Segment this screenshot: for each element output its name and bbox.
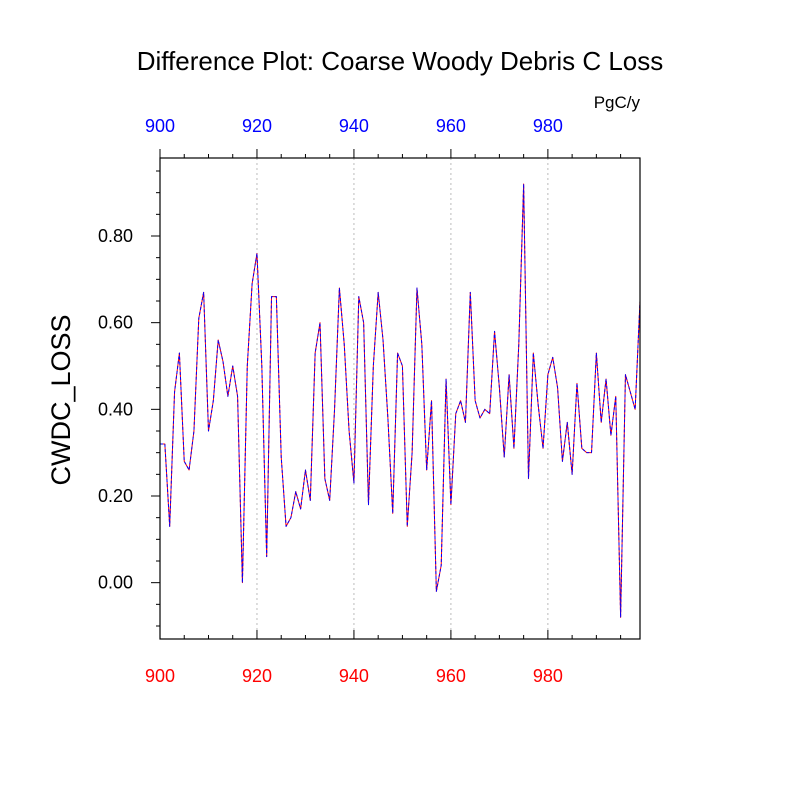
x-tick-label: 960 bbox=[436, 666, 466, 686]
chart-title: Difference Plot: Coarse Woody Debris C L… bbox=[137, 46, 664, 76]
y-tick-label: 0.60 bbox=[98, 313, 133, 333]
x-tick-label: 980 bbox=[533, 666, 563, 686]
top-x-tick-label: 960 bbox=[436, 116, 466, 136]
y-axis-label: CWDC_LOSS bbox=[46, 314, 76, 485]
series-layer bbox=[160, 183, 641, 618]
top-x-tick-label: 920 bbox=[242, 116, 272, 136]
x-tick-label: 900 bbox=[145, 666, 175, 686]
x-tick-label: 920 bbox=[242, 666, 272, 686]
y-tick-label: 0.40 bbox=[98, 399, 133, 419]
y-tick-label: 0.20 bbox=[98, 486, 133, 506]
x-tick-label: 940 bbox=[339, 666, 369, 686]
top-x-tick-label: 900 bbox=[145, 116, 175, 136]
grid-lines bbox=[256, 158, 549, 639]
units-label: PgC/y bbox=[594, 93, 641, 112]
top-x-tick-label: 980 bbox=[533, 116, 563, 136]
axis-ticks bbox=[151, 149, 622, 639]
y-tick-label: 0.00 bbox=[98, 573, 133, 593]
y-tick-label: 0.80 bbox=[98, 226, 133, 246]
top-x-tick-label: 940 bbox=[339, 116, 369, 136]
series-line-red bbox=[160, 183, 641, 618]
series-line-blue bbox=[160, 183, 641, 618]
plot-frame bbox=[159, 157, 641, 640]
tick-labels: 900 920 940 960 980 900 920 940 960 980 0.00 0.20 0.… bbox=[98, 116, 563, 686]
